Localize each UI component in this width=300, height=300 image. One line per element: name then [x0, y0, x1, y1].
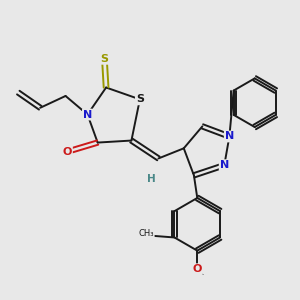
Text: N: N — [225, 131, 234, 142]
Text: S: S — [100, 54, 108, 64]
Text: O: O — [193, 264, 202, 274]
Text: CH₃: CH₃ — [139, 229, 154, 238]
Text: O: O — [63, 147, 72, 157]
Text: S: S — [136, 94, 144, 104]
Text: N: N — [83, 110, 92, 119]
Text: H: H — [147, 174, 156, 184]
Text: N: N — [220, 160, 229, 170]
